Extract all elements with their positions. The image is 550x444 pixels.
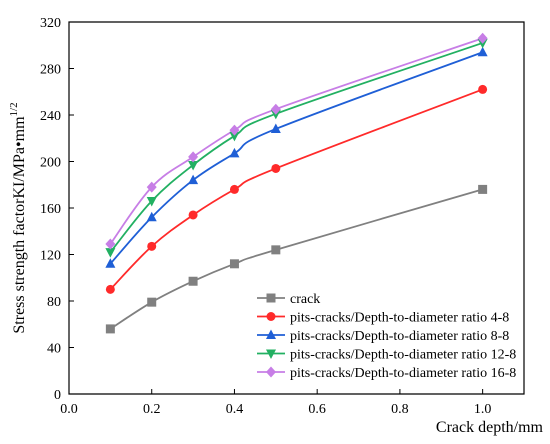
- data-point: [147, 241, 157, 251]
- data-point: [105, 238, 116, 250]
- data-point: [188, 276, 198, 286]
- data-point: [270, 103, 281, 115]
- legend-label: pits-cracks/Depth-to-diameter ratio 8-8: [290, 329, 509, 344]
- data-point: [477, 46, 488, 57]
- data-point: [188, 151, 199, 163]
- data-point: [188, 174, 199, 185]
- y-tick-label: 160: [40, 202, 61, 217]
- data-point: [229, 184, 239, 194]
- data-point: [271, 163, 281, 173]
- legend-marker: [266, 293, 276, 303]
- data-point: [229, 147, 240, 158]
- data-point: [146, 211, 157, 222]
- y-tick-label: 280: [40, 63, 61, 78]
- series-line: [109, 37, 483, 245]
- data-point: [477, 32, 488, 44]
- series-line: [109, 51, 483, 265]
- series-line: [109, 42, 483, 253]
- data-point: [147, 297, 157, 307]
- legend-marker: [266, 349, 276, 359]
- legend: crack pits-cracks/Depth-to-diameter ratio…: [257, 292, 516, 381]
- data-point: [146, 197, 157, 207]
- data-point: [478, 84, 488, 94]
- data-point: [188, 160, 199, 171]
- x-tick-label: 0.4: [226, 402, 244, 417]
- y-tick-label: 0: [54, 388, 61, 403]
- legend-label: pits-cracks/Depth-to-diameter ratio 16-8: [290, 366, 516, 381]
- x-tick-label: 0.8: [391, 402, 409, 417]
- data-point: [478, 184, 488, 194]
- data-point: [105, 284, 115, 294]
- y-axis-title-superscript: 1/2: [8, 102, 20, 116]
- x-tick-label: 1.0: [474, 402, 492, 417]
- data-point: [188, 210, 198, 220]
- y-tick-label: 200: [40, 156, 61, 171]
- data-point: [105, 324, 115, 334]
- y-axis-title-main: Stress strength factorKI/MPa•mm: [11, 116, 28, 334]
- data-point: [229, 131, 240, 142]
- series-line: [109, 188, 483, 330]
- x-tick-label: 0.6: [308, 402, 326, 417]
- plot-frame: [68, 21, 525, 395]
- x-tick-label: 0.0: [60, 402, 78, 417]
- legend-marker: [266, 366, 276, 378]
- legend-label: crack: [290, 292, 320, 307]
- data-point: [271, 245, 281, 255]
- data-point: [270, 123, 281, 133]
- axes: [68, 21, 525, 395]
- y-axis-title: Stress strength factorKI/MPa•mm1/2: [8, 102, 28, 333]
- legend-label: pits-cracks/Depth-to-diameter ratio 12-8: [290, 348, 516, 363]
- y-tick-label: 120: [40, 249, 61, 264]
- y-tick-label: 320: [40, 16, 61, 31]
- data-point: [105, 258, 116, 268]
- y-tick-label: 240: [40, 109, 61, 124]
- data-point: [146, 181, 157, 193]
- x-tick-label: 0.2: [143, 402, 161, 417]
- plot-markers: [105, 32, 488, 334]
- series-line: [109, 88, 483, 290]
- plot-lines: [109, 37, 483, 330]
- axis-ticks: 0.0 0.2 0.4 0.6 0.8 1.0 0 40 80 120 160 200 240 280 32…: [40, 16, 491, 417]
- data-point: [229, 124, 240, 136]
- data-point: [105, 248, 116, 258]
- legend-marker: [266, 312, 276, 321]
- x-axis-title: Crack depth/mm: [436, 419, 544, 436]
- y-tick-label: 40: [47, 342, 61, 357]
- y-tick-label: 80: [47, 295, 61, 310]
- legend-marker: [266, 329, 276, 339]
- legend-label: pits-cracks/Depth-to-diameter ratio 4-8: [290, 311, 509, 326]
- data-point: [229, 259, 239, 269]
